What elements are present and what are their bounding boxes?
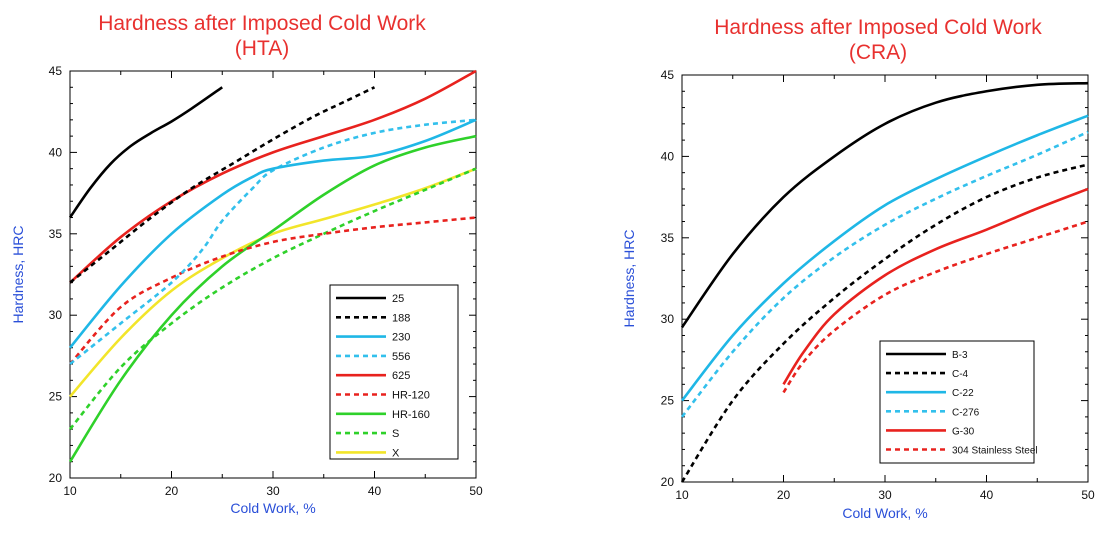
x-tick-label: 40 — [980, 488, 994, 502]
y-tick-label: 25 — [49, 390, 63, 404]
chart-subtitle: (CRA) — [849, 41, 907, 64]
series-lines — [680, 81, 1089, 483]
legend-box — [329, 284, 459, 460]
y-tick-label: 30 — [661, 312, 675, 326]
series-line-hr-160 — [68, 134, 477, 463]
y-tick-label: 40 — [49, 145, 63, 159]
legend-label-hr-120: HR-120 — [392, 390, 430, 402]
chart-title: Hardness after Imposed Cold Work — [98, 12, 426, 35]
legend: 25 188 230 556 625 HR-120 HR-160 SX — [329, 284, 459, 460]
legend-label-c-276: C-276 — [952, 407, 980, 418]
x-tick-label: 50 — [469, 484, 483, 498]
legend-label-b-3: B-3 — [952, 350, 968, 361]
series-line-230 — [68, 118, 477, 349]
x-tick-label: 40 — [368, 484, 382, 498]
x-tick-label: 50 — [1081, 488, 1095, 502]
legend-label-625: 625 — [392, 370, 410, 382]
y-tick-label: 45 — [49, 64, 63, 78]
legend-label-188: 188 — [392, 312, 410, 324]
chart-cra: Hardness after Imposed Cold Work(CRA)10 2… — [621, 16, 1095, 521]
legend-label-25: 25 — [392, 293, 404, 305]
legend-label-g-30: G-30 — [952, 426, 975, 437]
x-axis-label: Cold Work, % — [230, 500, 315, 516]
chart-subtitle: (HTA) — [235, 37, 289, 60]
y-tick-label: 30 — [49, 308, 63, 322]
series-line-hr-120 — [69, 216, 477, 365]
legend-label-c-22: C-22 — [952, 388, 974, 399]
x-tick-label: 10 — [675, 488, 689, 502]
legend-label-556: 556 — [392, 351, 410, 363]
series-line-g-30 — [782, 187, 1089, 386]
legend-label-s: S — [392, 428, 399, 440]
y-axis-label: Hardness, HRC — [621, 229, 637, 327]
series-line-b-3 — [680, 81, 1089, 329]
series-line-x — [69, 167, 477, 398]
series-line-s — [68, 167, 477, 430]
y-tick-label: 35 — [661, 231, 675, 245]
x-tick-label: 20 — [777, 488, 791, 502]
y-tick-label: 25 — [661, 394, 675, 408]
series-line-556 — [69, 118, 477, 366]
series-line-188 — [69, 86, 376, 284]
legend-label-230: 230 — [392, 332, 410, 344]
legend-label-hr-160: HR-160 — [392, 409, 430, 421]
series-lines — [68, 69, 477, 463]
y-tick-label: 40 — [661, 149, 675, 163]
x-tick-label: 30 — [266, 484, 280, 498]
chart-hta: Hardness after Imposed Cold Work(HTA)10 2… — [10, 12, 483, 516]
x-tick-label: 10 — [63, 484, 77, 498]
legend-label-304-stainless-steel: 304 Stainless Steel — [952, 446, 1038, 457]
y-axis-label: Hardness, HRC — [10, 225, 26, 323]
legend-box — [879, 340, 1035, 464]
y-tick-label: 20 — [49, 471, 63, 485]
series-line-c-22 — [680, 114, 1089, 402]
x-tick-label: 30 — [878, 488, 892, 502]
legend: B-3 C-4 C-22 C-276 G-30 304 Stainless Steel — [879, 340, 1038, 464]
y-tick-label: 45 — [661, 68, 675, 82]
chart-title: Hardness after Imposed Cold Work — [714, 16, 1042, 39]
x-tick-label: 20 — [165, 484, 179, 498]
legend-label-c-4: C-4 — [952, 369, 969, 380]
series-line-304-stainless-steel — [782, 220, 1089, 394]
legend-label-x: X — [392, 447, 400, 459]
series-line-25 — [68, 86, 223, 219]
y-tick-label: 35 — [49, 227, 63, 241]
y-tick-label: 20 — [661, 475, 675, 489]
x-axis-label: Cold Work, % — [842, 505, 927, 521]
series-line-625 — [69, 69, 477, 284]
series-line-c-276 — [680, 130, 1089, 418]
